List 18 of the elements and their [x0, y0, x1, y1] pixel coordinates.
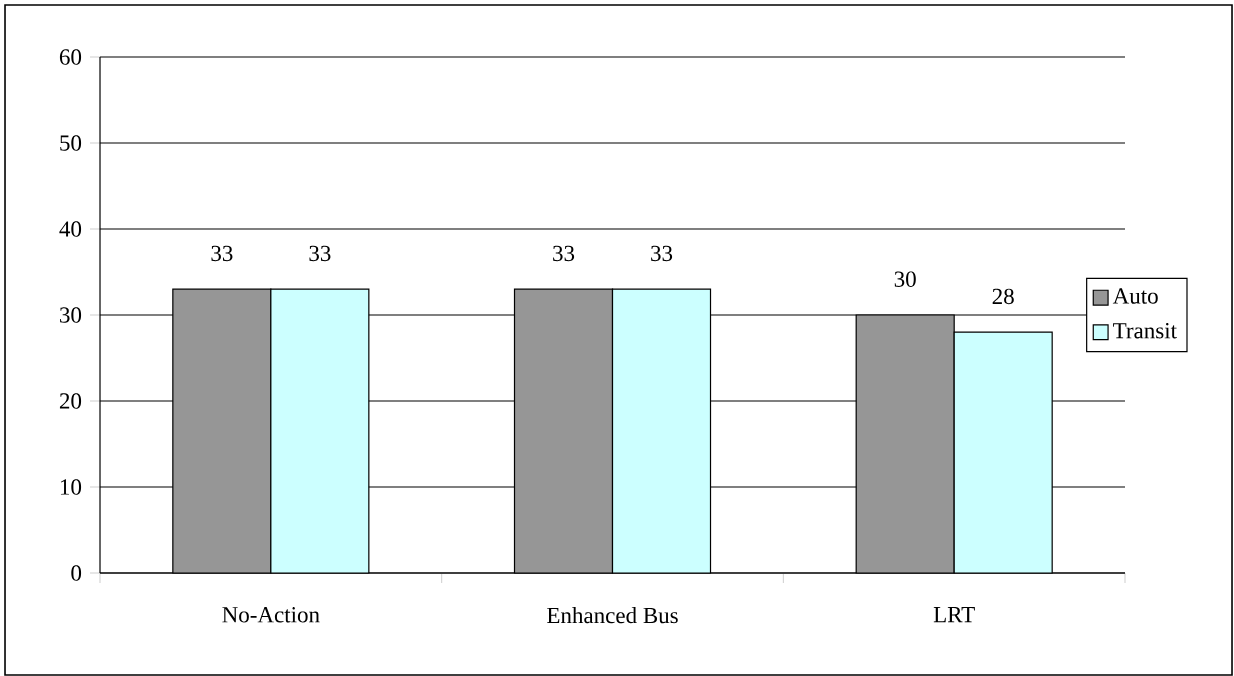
- data-label: 33: [211, 245, 233, 262]
- y-tick-label: 10: [60, 479, 82, 495]
- y-tick-label: 0: [71, 565, 82, 581]
- legend-label: Transit: [1113, 323, 1177, 339]
- data-label: 33: [553, 245, 575, 262]
- x-tick-label: Enhanced Bus: [547, 607, 678, 624]
- data-label: 30: [894, 271, 916, 287]
- data-label: 33: [651, 245, 673, 262]
- y-tick-label: 50: [60, 135, 82, 151]
- data-label: 33: [309, 245, 331, 262]
- y-tick-label: 60: [59, 49, 82, 65]
- x-tick-label: No-Action: [222, 607, 320, 623]
- y-tick-label: 20: [59, 393, 82, 409]
- y-tick-label: 30: [60, 307, 82, 323]
- x-tick-label: LRT: [933, 607, 975, 623]
- y-tick-label: 40: [59, 221, 82, 237]
- data-label: 28: [992, 288, 1014, 305]
- legend-label: Auto: [1112, 288, 1158, 304]
